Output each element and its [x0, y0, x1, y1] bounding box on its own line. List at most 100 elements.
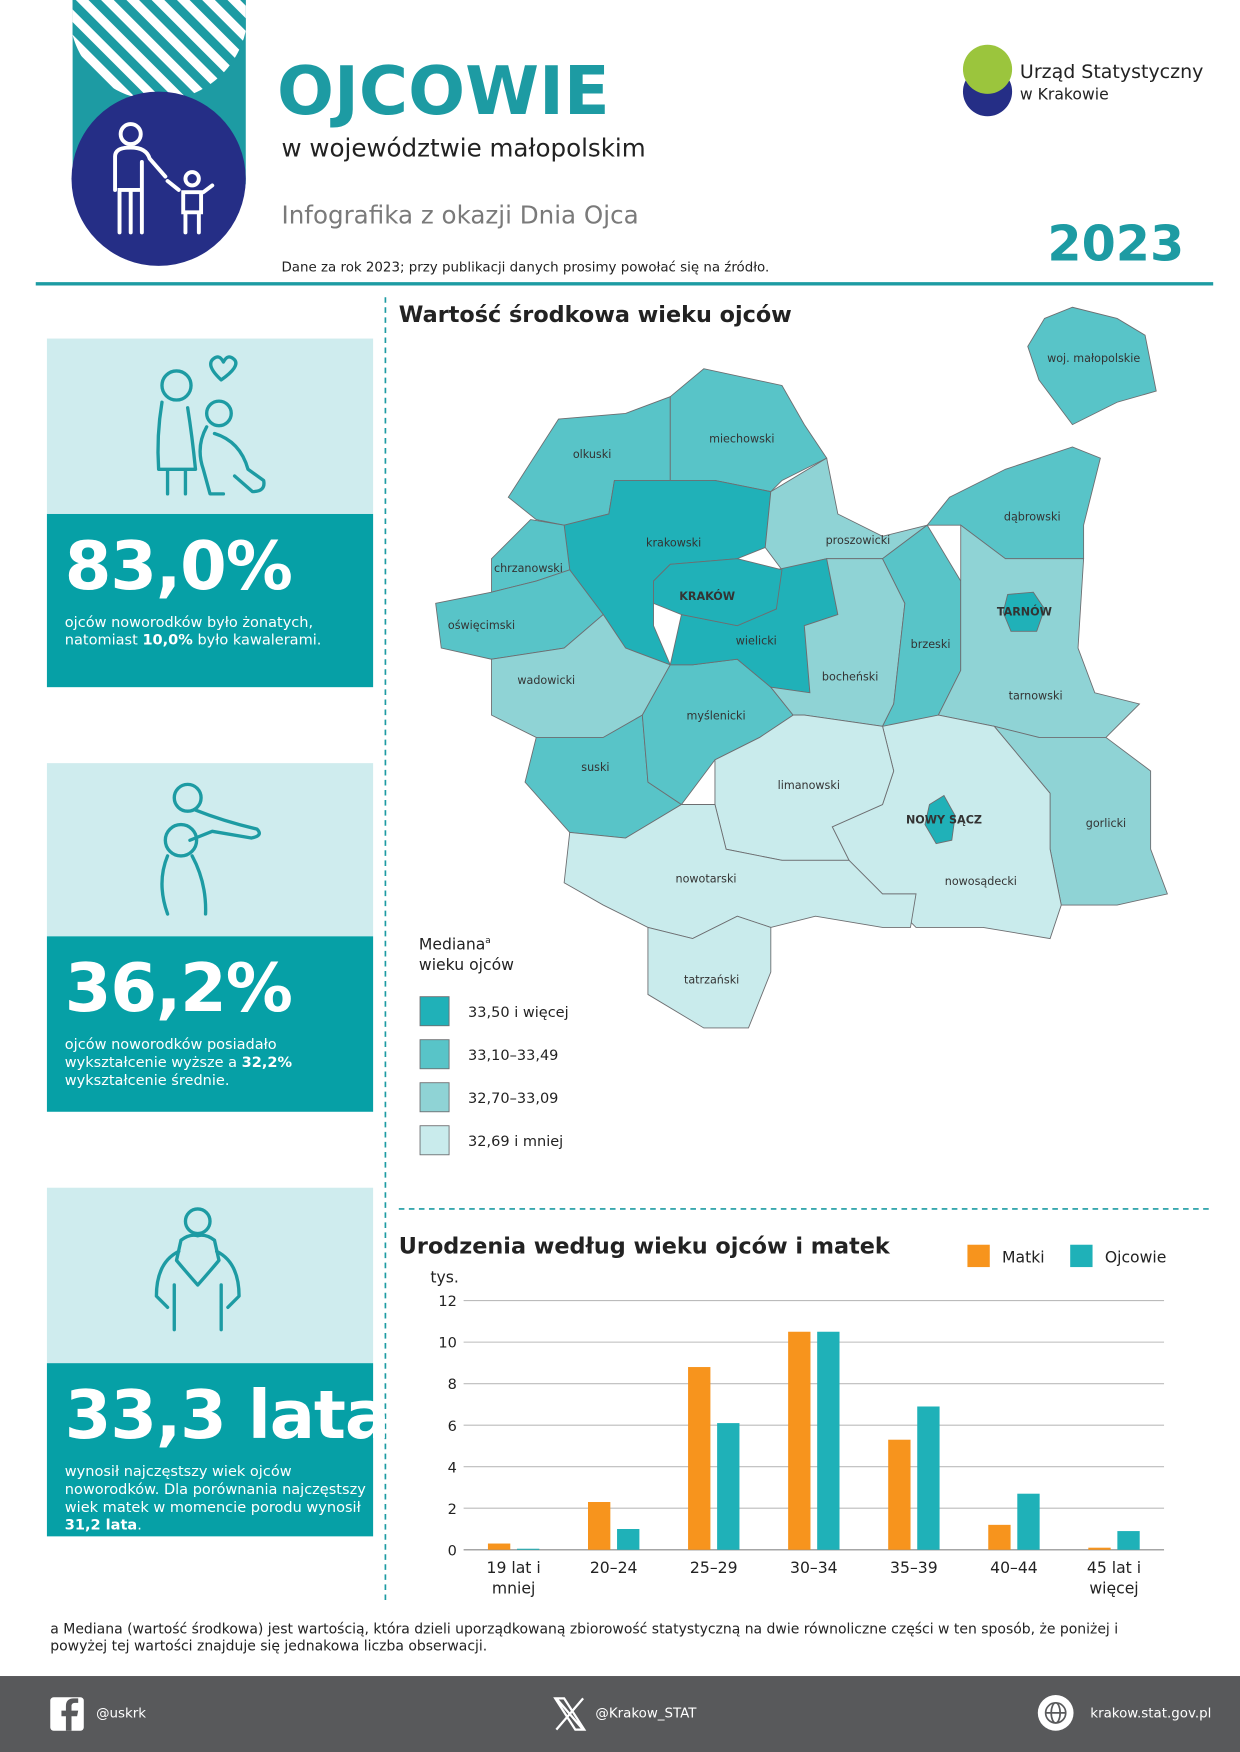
facebook-link[interactable]: @uskrk	[96, 1705, 147, 1721]
region-label: KRAKÓW	[679, 590, 735, 603]
header-circle	[71, 91, 246, 266]
y-tick-label: 4	[448, 1460, 457, 1476]
stat-box	[46, 936, 374, 1112]
father-icon	[113, 122, 215, 235]
region	[653, 558, 783, 627]
bar	[1088, 1547, 1111, 1550]
y-axis-label: tys.	[430, 1268, 458, 1287]
region-label: dąbrowski	[1004, 511, 1061, 524]
region-label: suski	[581, 761, 609, 774]
bar	[688, 1367, 711, 1550]
region-label: tarnowski	[1009, 689, 1063, 702]
stat-description: ojców noworodków posiadało wykształcenie…	[65, 1037, 372, 1091]
stat-value: 36,2%	[64, 949, 293, 1028]
stat-text: wykształcenie średnie.	[64, 1072, 230, 1090]
map: olkuski miechowski krakowski proszowicki chr…	[435, 306, 1168, 1029]
legend-title: wieku ojców	[419, 955, 514, 974]
stat-highlight: 10,0%	[142, 632, 193, 650]
legend-swatch	[967, 1244, 990, 1268]
logo-text: w Krakowie	[1020, 84, 1109, 103]
region-label: TARNÓW	[997, 606, 1052, 619]
bar	[588, 1502, 611, 1550]
stat-highlight: 31,2 lata	[64, 1517, 138, 1535]
stat-box	[46, 513, 374, 688]
facebook-glyph	[61, 1698, 79, 1731]
region	[924, 794, 956, 845]
legend-title: Medianaa	[419, 935, 491, 954]
y-tick-label: 0	[448, 1543, 457, 1559]
stat-description: wynosił najczęstszy wiek ojców noworodkó…	[65, 1464, 372, 1536]
stat-value: 33,3 lata	[64, 1376, 390, 1455]
region-label: NOWY SĄCZ	[906, 813, 982, 826]
bar	[516, 1548, 540, 1550]
x-tick-label: 45 lat i więcej	[1086, 1559, 1142, 1598]
stat-text: ojców noworodków było żonatych, natomias…	[64, 614, 314, 650]
legend-title-note: a	[485, 936, 490, 946]
bar	[1117, 1531, 1140, 1550]
region	[1002, 591, 1046, 632]
region-label: wielicki	[736, 635, 777, 648]
stat-text: wynosił najczęstszy wiek ojców noworodkó…	[64, 1463, 366, 1517]
y-tick-label: 12	[438, 1294, 456, 1310]
legend-swatch	[419, 1082, 450, 1113]
footnote: a Mediana (wartość środkowa) jest wartoś…	[50, 1620, 1178, 1654]
stripes	[72, 0, 246, 101]
region	[647, 915, 772, 1029]
y-tick-label: 8	[448, 1377, 457, 1393]
region-label: nowosądecki	[945, 875, 1017, 888]
globe	[1044, 1702, 1067, 1724]
bar	[788, 1331, 811, 1550]
tagline: Infografika z okazji Dnia Ojca	[282, 200, 639, 229]
region-label: proszowicki	[826, 534, 891, 547]
region-label: miechowski	[709, 432, 774, 445]
stat-highlight: 32,2%	[241, 1054, 293, 1072]
bar	[817, 1331, 840, 1550]
region-label: olkuski	[573, 448, 611, 461]
stat-box	[46, 1363, 374, 1537]
bar	[988, 1524, 1011, 1550]
region-label: bocheński	[822, 670, 878, 683]
region	[1027, 306, 1157, 426]
bar	[888, 1439, 911, 1550]
note: Dane za rok 2023; przy publikacji danych…	[282, 260, 770, 276]
region-label: brzeski	[911, 638, 951, 651]
legend-label: Ojcowie	[1105, 1248, 1167, 1267]
stat-icon-box	[46, 763, 374, 937]
title: OJCOWIE	[277, 52, 610, 130]
legend-label: 33,50 i więcej	[468, 1005, 569, 1021]
web-link[interactable]: krakow.stat.gov.pl	[1090, 1705, 1212, 1721]
region-label: limanowski	[778, 779, 840, 792]
y-tick-label: 2	[448, 1502, 457, 1518]
footnote-text: Mediana (wartość środkowa) jest wartości…	[50, 1620, 1119, 1654]
map-legend: 33,50 i więcej 33,10–33,49 32,70–33,09 32,6…	[419, 996, 569, 1156]
stat-text: ojców noworodków posiadało wykształcenie…	[64, 1036, 277, 1072]
x-tick-label: 19 lat i mniej	[486, 1559, 541, 1598]
legend-label: 33,10–33,49	[468, 1048, 558, 1064]
stat-text: .	[137, 1517, 142, 1535]
stat-icon	[154, 355, 266, 1332]
bar	[717, 1423, 740, 1550]
bar-chart: 0 2 4 6 8 10 12 Matki Ojcowie	[438, 1244, 1167, 1559]
legend-swatch	[1070, 1244, 1093, 1268]
bar	[917, 1406, 940, 1550]
legend-label: 32,70–33,09	[468, 1091, 558, 1107]
year: 2023	[1047, 214, 1184, 272]
region	[926, 446, 1101, 560]
y-tick-label: 6	[448, 1419, 457, 1435]
footnote-marker: a	[50, 1620, 59, 1637]
legend-label: Matki	[1002, 1248, 1045, 1267]
x-tick-label: 35–39	[890, 1559, 938, 1578]
map-title: Wartość środkowa wieku ojców	[399, 302, 792, 328]
x-tick-label: 20–24	[589, 1559, 638, 1578]
bar	[1017, 1493, 1040, 1550]
bar	[617, 1529, 640, 1550]
y-tick-label: 10	[438, 1336, 456, 1352]
x-tick-label: 30–34	[789, 1559, 838, 1578]
bar	[487, 1543, 511, 1550]
region-label: tatrzański	[684, 973, 739, 986]
region-label: chrzanowski	[494, 562, 563, 575]
logo-text: Urząd Statystyczny	[1020, 61, 1203, 83]
x-link[interactable]: @Krakow_STAT	[595, 1705, 697, 1721]
